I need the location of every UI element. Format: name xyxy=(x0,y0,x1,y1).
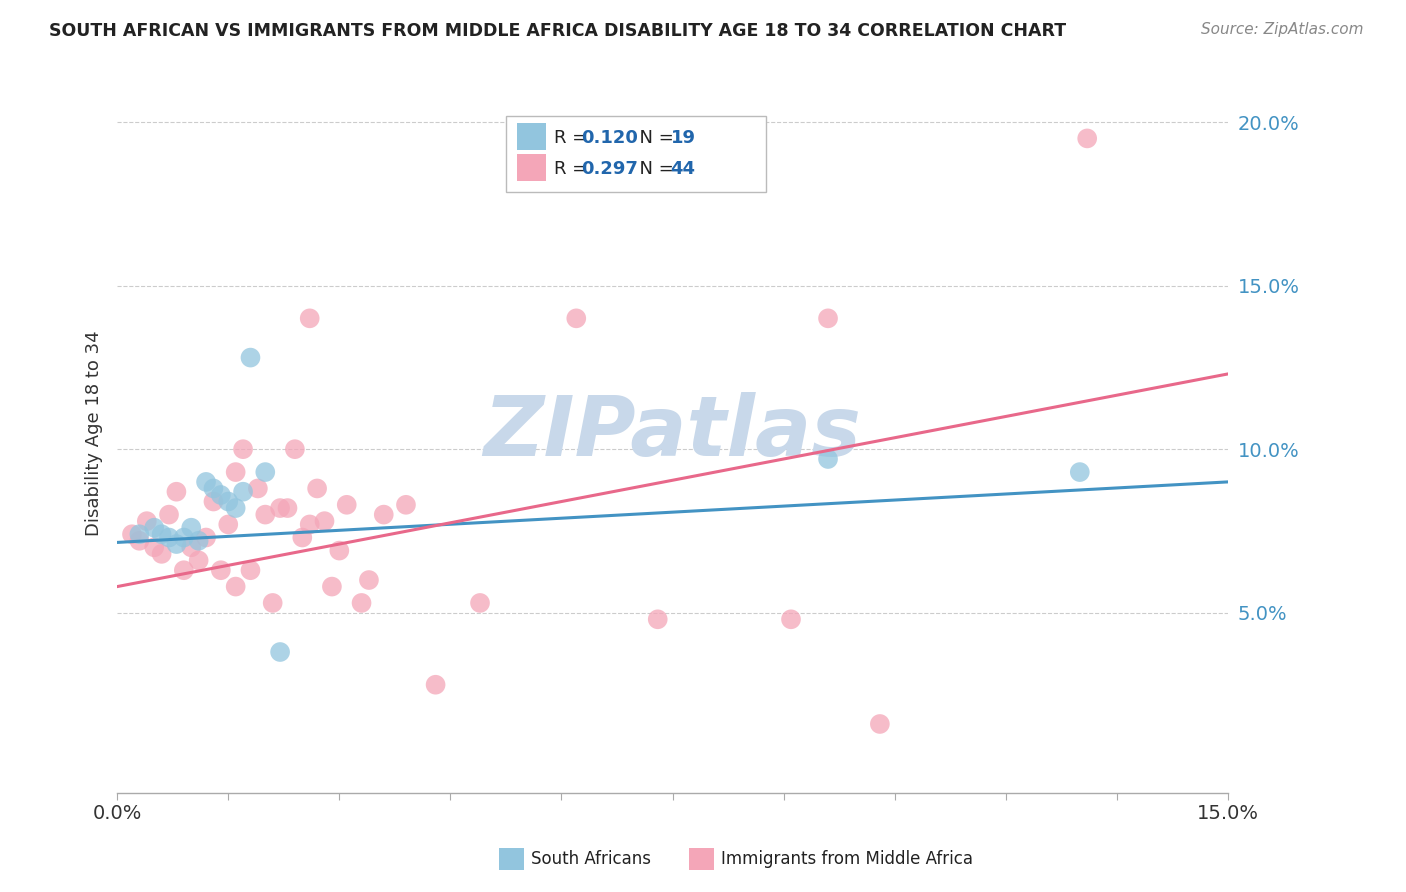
Point xyxy=(817,311,839,326)
Point xyxy=(328,543,350,558)
Point xyxy=(195,531,218,545)
Point xyxy=(180,541,202,555)
Point xyxy=(254,465,277,479)
Point xyxy=(262,596,284,610)
Point xyxy=(225,580,247,594)
Point xyxy=(202,482,225,496)
Point xyxy=(143,541,166,555)
Point xyxy=(121,527,143,541)
Text: R =: R = xyxy=(554,129,593,147)
Point xyxy=(173,531,195,545)
Point xyxy=(246,482,269,496)
Point xyxy=(128,527,150,541)
Point xyxy=(298,517,321,532)
Point xyxy=(276,501,298,516)
Point xyxy=(209,488,232,502)
Point xyxy=(157,531,180,545)
Point xyxy=(869,717,891,731)
Point xyxy=(232,484,254,499)
Text: SOUTH AFRICAN VS IMMIGRANTS FROM MIDDLE AFRICA DISABILITY AGE 18 TO 34 CORRELATI: SOUTH AFRICAN VS IMMIGRANTS FROM MIDDLE … xyxy=(49,22,1066,40)
Point xyxy=(780,612,803,626)
Point xyxy=(1069,465,1091,479)
Point xyxy=(425,678,447,692)
Point xyxy=(1076,131,1098,145)
Point xyxy=(180,521,202,535)
Point xyxy=(284,442,307,457)
Point xyxy=(165,484,187,499)
Point xyxy=(395,498,418,512)
Text: R =: R = xyxy=(554,161,593,178)
Point xyxy=(157,508,180,522)
Point xyxy=(173,563,195,577)
Point xyxy=(209,563,232,577)
Point xyxy=(321,580,343,594)
Point xyxy=(150,547,173,561)
Point xyxy=(143,521,166,535)
Text: 0.297: 0.297 xyxy=(581,161,637,178)
Point xyxy=(350,596,373,610)
Point xyxy=(373,508,395,522)
Text: ZIPatlas: ZIPatlas xyxy=(484,392,862,474)
Point xyxy=(565,311,588,326)
Text: Source: ZipAtlas.com: Source: ZipAtlas.com xyxy=(1201,22,1364,37)
Point xyxy=(225,465,247,479)
Point xyxy=(336,498,359,512)
Point xyxy=(269,501,291,516)
Text: South Africans: South Africans xyxy=(531,850,651,868)
Point xyxy=(195,475,218,489)
Point xyxy=(269,645,291,659)
Point xyxy=(128,533,150,548)
Point xyxy=(314,514,336,528)
Text: N =: N = xyxy=(628,129,681,147)
Point xyxy=(254,508,277,522)
Point xyxy=(298,311,321,326)
Point xyxy=(202,494,225,508)
Text: 0.120: 0.120 xyxy=(581,129,637,147)
Point xyxy=(239,351,262,365)
Point xyxy=(232,442,254,457)
Point xyxy=(187,553,209,567)
Text: N =: N = xyxy=(628,161,681,178)
Point xyxy=(647,612,669,626)
Point xyxy=(135,514,157,528)
Point xyxy=(817,452,839,467)
Text: 44: 44 xyxy=(671,161,696,178)
Point xyxy=(291,531,314,545)
Point xyxy=(217,517,239,532)
Point xyxy=(187,533,209,548)
Point xyxy=(150,527,173,541)
Text: Immigrants from Middle Africa: Immigrants from Middle Africa xyxy=(721,850,973,868)
Point xyxy=(225,501,247,516)
Point xyxy=(165,537,187,551)
Point xyxy=(468,596,491,610)
Point xyxy=(239,563,262,577)
Point xyxy=(307,482,329,496)
Text: 19: 19 xyxy=(671,129,696,147)
Point xyxy=(357,573,380,587)
Y-axis label: Disability Age 18 to 34: Disability Age 18 to 34 xyxy=(86,330,103,535)
Point xyxy=(217,494,239,508)
